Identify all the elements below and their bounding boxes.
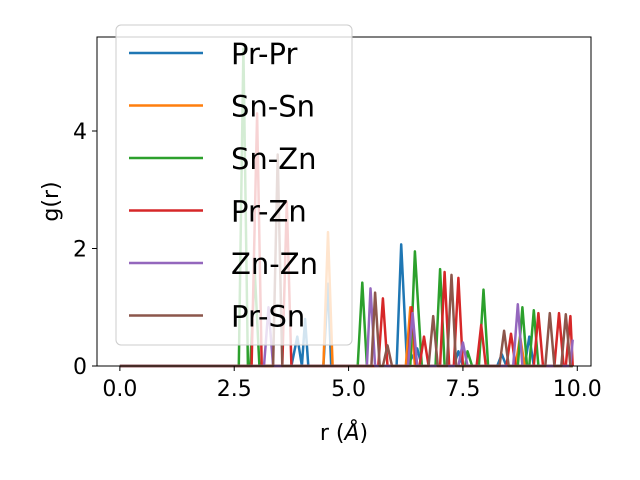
- y-axis-label: g(r): [39, 181, 64, 221]
- legend-label: Pr-Pr: [231, 37, 297, 71]
- legend-box: [115, 24, 353, 346]
- x-tick-label: 0.0: [102, 377, 137, 402]
- x-axis-ticks: 0.0 2.5 5.0 7.5 10.0: [102, 366, 602, 402]
- legend-label: Sn-Sn: [231, 90, 315, 124]
- y-tick-label: 4: [73, 120, 87, 145]
- x-tick-label: 7.5: [445, 377, 480, 402]
- legend: Pr-Pr Sn-Sn Sn-Zn Pr-Zn Zn-Zn Pr-Sn: [115, 24, 353, 346]
- y-tick-label: 2: [73, 238, 87, 263]
- x-tick-label: 5.0: [331, 377, 366, 402]
- legend-label: Pr-Sn: [231, 300, 305, 334]
- legend-label: Pr-Zn: [231, 195, 307, 229]
- y-axis-ticks: 0 2 4: [73, 120, 97, 380]
- legend-label: Zn-Zn: [231, 247, 318, 281]
- x-tick-label: 2.5: [217, 377, 252, 402]
- x-tick-label: 10.0: [553, 377, 602, 402]
- legend-label: Sn-Zn: [231, 142, 317, 176]
- y-tick-label: 0: [73, 355, 87, 380]
- x-axis-label: r (Å): [320, 419, 368, 446]
